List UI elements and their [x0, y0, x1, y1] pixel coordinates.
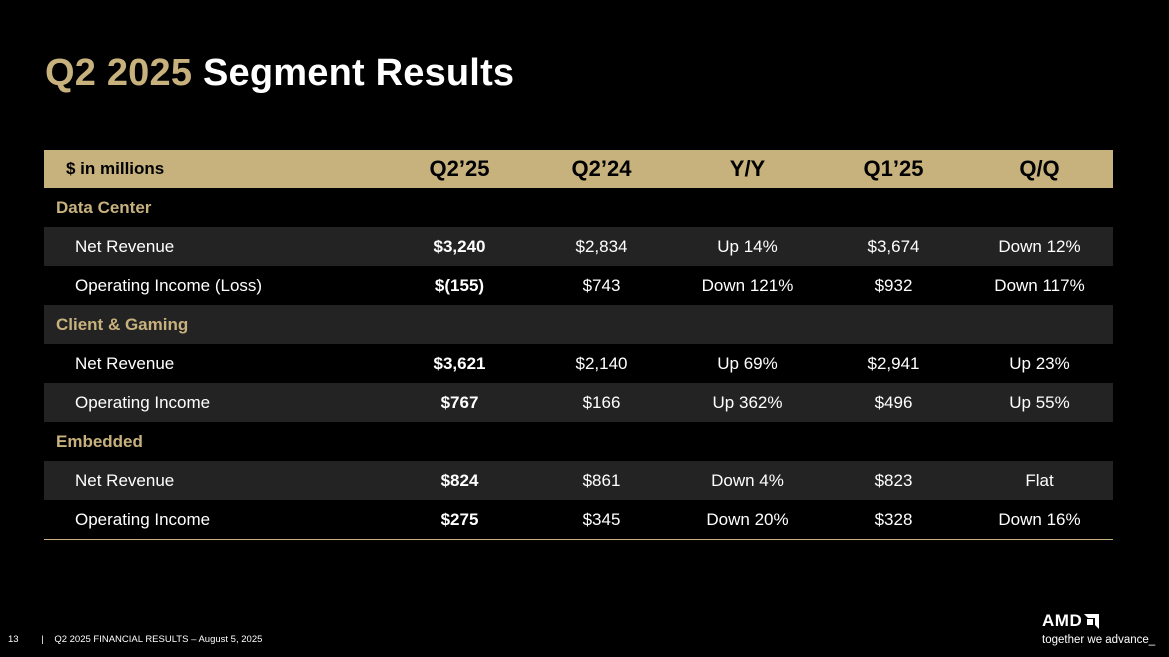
- header-q2-24: Q2’24: [571, 156, 632, 181]
- cell-q1-25: $932: [874, 275, 913, 295]
- cell-q2-24: $861: [582, 470, 621, 490]
- section-label: Client & Gaming: [56, 314, 189, 334]
- title-period: Q2 2025: [45, 52, 193, 94]
- header-q2-25: Q2’25: [429, 156, 490, 181]
- header-units: $ in millions: [66, 159, 165, 178]
- header-qoq: Q/Q: [1019, 156, 1060, 181]
- cell-yoy: Up 14%: [717, 236, 778, 256]
- cell-q1-25: $3,674: [867, 236, 920, 256]
- section-row-embedded: Embedded: [44, 422, 1113, 461]
- cell-qoq: Flat: [1025, 470, 1054, 490]
- cell-q2-25: $275: [440, 509, 479, 529]
- section-row-data-center: Data Center: [44, 188, 1113, 227]
- table-row: Operating Income $275 $345 Down 20% $328…: [44, 500, 1113, 539]
- cell-qoq: Up 55%: [1009, 392, 1070, 412]
- title-text: Segment Results: [202, 52, 515, 94]
- row-label: Operating Income (Loss): [75, 275, 263, 295]
- slide-footer: 13 | Q2 2025 FINANCIAL RESULTS – August …: [8, 634, 262, 645]
- row-label: Operating Income: [75, 509, 211, 529]
- cell-qoq: Down 16%: [998, 509, 1081, 529]
- cell-q1-25: $2,941: [867, 353, 920, 373]
- cell-q2-24: $166: [582, 392, 621, 412]
- cell-q2-25: $(155): [434, 275, 485, 295]
- section-row-client-gaming: Client & Gaming: [44, 305, 1113, 344]
- row-label: Net Revenue: [75, 470, 175, 490]
- cell-q2-25: $3,240: [433, 236, 486, 256]
- table-row: Net Revenue $3,240 $2,834 Up 14% $3,674 …: [44, 227, 1113, 266]
- cell-q2-24: $2,834: [575, 236, 628, 256]
- section-label: Data Center: [56, 197, 152, 217]
- row-label: Operating Income: [75, 392, 211, 412]
- table-row: Operating Income $767 $166 Up 362% $496 …: [44, 383, 1113, 422]
- cell-q1-25: $496: [874, 392, 913, 412]
- cell-yoy: Down 20%: [706, 509, 789, 529]
- footer-text: Q2 2025 FINANCIAL RESULTS – August 5, 20…: [54, 634, 263, 645]
- logo-tagline: together we advance_: [1042, 634, 1156, 646]
- cell-qoq: Down 117%: [994, 275, 1085, 295]
- table-row: Net Revenue $3,621 $2,140 Up 69% $2,941 …: [44, 344, 1113, 383]
- table-header-row: $ in millions Q2’25 Q2’24 Y/Y Q1’25 Q/Q: [44, 150, 1113, 188]
- cell-q2-25: $824: [440, 470, 479, 490]
- cell-q1-25: $328: [874, 509, 913, 529]
- cell-q2-24: $2,140: [575, 353, 628, 373]
- footer-separator: |: [41, 634, 44, 645]
- header-yoy: Y/Y: [729, 156, 766, 181]
- logo-wordmark: AMD: [1042, 611, 1083, 630]
- cell-qoq: Up 23%: [1009, 353, 1070, 373]
- row-label: Net Revenue: [75, 236, 175, 256]
- section-label: Embedded: [56, 431, 143, 451]
- cell-q2-25: $767: [440, 392, 479, 412]
- row-label: Net Revenue: [75, 353, 175, 373]
- cell-q1-25: $823: [874, 470, 913, 490]
- table-row: Operating Income (Loss) $(155) $743 Down…: [44, 266, 1113, 305]
- page-number: 13: [8, 634, 19, 645]
- amd-arrow-icon: [1084, 613, 1100, 629]
- cell-q2-24: $345: [582, 509, 621, 529]
- cell-q2-25: $3,621: [433, 353, 486, 373]
- cell-yoy: Up 362%: [712, 392, 783, 412]
- amd-logo: AMD together we advance_: [1042, 612, 1162, 648]
- cell-yoy: Down 4%: [711, 470, 784, 490]
- cell-q2-24: $743: [582, 275, 621, 295]
- cell-yoy: Up 69%: [717, 353, 778, 373]
- table-row: Net Revenue $824 $861 Down 4% $823 Flat: [44, 461, 1113, 500]
- header-q1-25: Q1’25: [863, 156, 924, 181]
- cell-yoy: Down 121%: [701, 275, 794, 295]
- page-title: Q2 2025 Segment Results: [45, 52, 514, 95]
- segment-results-table: $ in millions Q2’25 Q2’24 Y/Y Q1’25 Q/Q …: [44, 150, 1113, 540]
- cell-qoq: Down 12%: [998, 236, 1081, 256]
